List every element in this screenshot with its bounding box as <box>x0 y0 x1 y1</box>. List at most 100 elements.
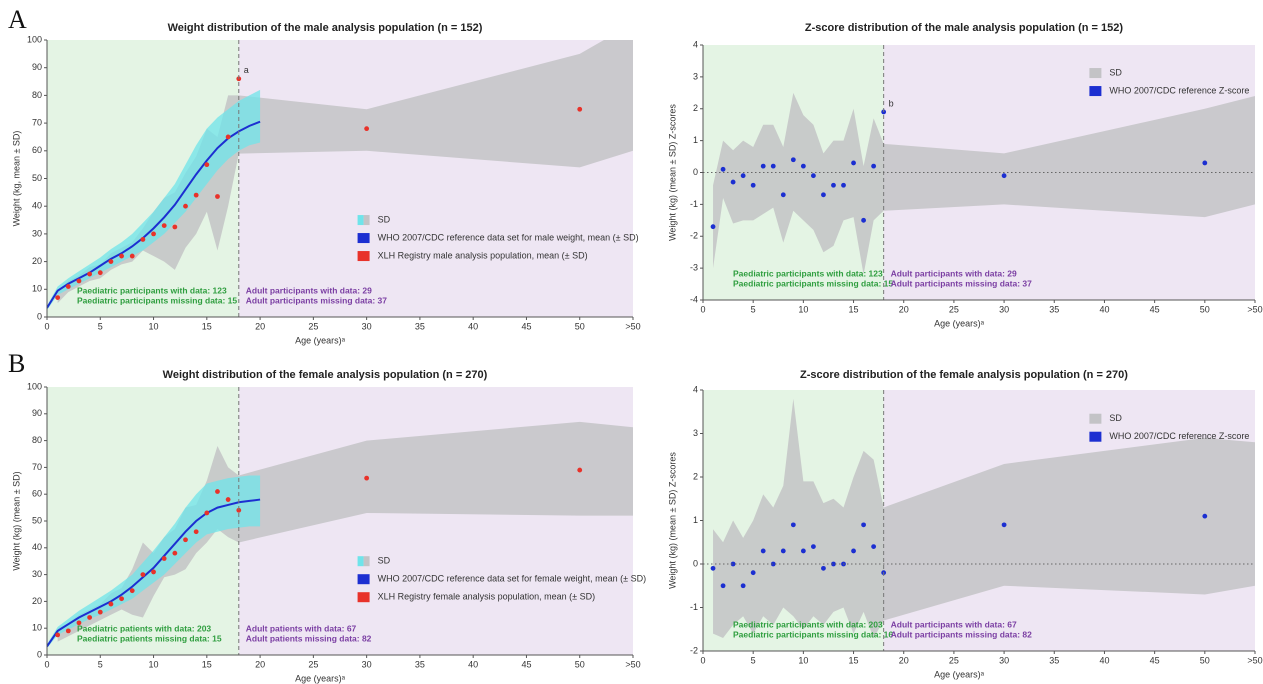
y-tick-label: 30 <box>32 228 42 238</box>
data-point <box>140 237 146 242</box>
data-point <box>851 548 856 554</box>
data-point <box>861 217 866 223</box>
x-tick-label: 35 <box>1049 304 1059 314</box>
legend: SD WHO 2007/CDC reference data set for fe… <box>357 556 647 603</box>
x-tick-label: 15 <box>849 655 859 665</box>
y-tick-label: 1 <box>693 135 698 145</box>
legend-label: SD <box>1109 67 1122 77</box>
data-point <box>871 544 877 549</box>
y-tick-label: -3 <box>690 263 698 273</box>
y-tick-label: 20 <box>32 596 42 606</box>
y-tick-label: 0 <box>37 649 42 659</box>
x-tick-label: 25 <box>308 321 318 331</box>
data-point <box>151 569 156 575</box>
data-point <box>720 583 726 589</box>
x-tick-label: >50 <box>1247 655 1262 665</box>
legend-label: SD <box>1109 413 1122 423</box>
x-tick-label: 35 <box>415 659 425 669</box>
data-point <box>730 561 736 567</box>
sd-band <box>57 40 633 304</box>
legend-label: SD <box>378 556 391 566</box>
data-point <box>800 163 806 169</box>
x-tick-label: 25 <box>949 304 959 314</box>
y-tick-label: 2 <box>693 103 698 113</box>
data-point <box>720 166 726 172</box>
adult-note: Adult participants with data: 29 <box>891 268 1017 278</box>
data-point <box>215 194 220 199</box>
y-tick-label: 80 <box>32 90 42 100</box>
y-tick-label: 50 <box>32 515 42 525</box>
reference-line-series <box>47 120 261 309</box>
data-point <box>215 489 220 494</box>
data-point <box>1001 173 1007 179</box>
y-tick-label: 100 <box>27 34 42 44</box>
x-tick-label: 50 <box>1200 304 1210 314</box>
y-axis-label: Weight (kg, mean ± SD) <box>11 131 21 227</box>
data-point <box>161 556 167 561</box>
data-point <box>97 609 103 615</box>
paediatric-note: Paediatric participants missing data: 16 <box>733 629 893 639</box>
x-tick-label: 40 <box>1099 655 1109 665</box>
data-point <box>204 510 210 516</box>
x-tick-label: 30 <box>362 321 372 331</box>
plot-area <box>710 398 1255 638</box>
paediatric-note: Paediatric participants with data: 203 <box>733 619 883 629</box>
data-point <box>831 561 836 567</box>
legend-swatch <box>357 556 364 567</box>
data-point <box>119 596 124 602</box>
y-tick-label: 0 <box>37 311 42 321</box>
x-tick-label: >50 <box>625 659 640 669</box>
panel-label: A <box>8 5 27 34</box>
sd-band <box>57 421 633 642</box>
y-axis-label: Weight (kg) (mean ± SD) Z-scores <box>667 452 677 589</box>
y-tick-label: 0 <box>693 558 698 568</box>
data-point <box>204 162 210 168</box>
data-point <box>780 192 786 198</box>
x-tick-label: 35 <box>415 321 425 331</box>
annotation: b <box>889 98 894 108</box>
x-tick-label: 50 <box>575 659 585 669</box>
legend-label: SD <box>378 214 391 224</box>
adult-note: Adult patients with data: 67 <box>246 623 357 633</box>
data-point <box>710 224 716 230</box>
data-point <box>65 284 71 289</box>
y-axis-label: Weight (kg) (mean ± SD) Z-scores <box>667 104 677 241</box>
reference-line-series <box>47 498 261 647</box>
legend-swatch <box>357 592 370 603</box>
data-point <box>129 588 135 594</box>
y-tick-label: -1 <box>690 602 698 612</box>
legend-label: WHO 2007/CDC reference data set for fema… <box>378 574 647 584</box>
legend-swatch <box>357 574 370 585</box>
adult-note: Adult participants missing data: 37 <box>891 278 1032 288</box>
plot-area <box>47 421 633 649</box>
data-point <box>871 163 877 169</box>
x-tick-label: 30 <box>999 304 1009 314</box>
data-point <box>710 565 716 571</box>
data-point <box>183 537 188 543</box>
data-point <box>770 163 776 169</box>
x-tick-label: 45 <box>1150 655 1160 665</box>
adult-note: Adult participants missing data: 37 <box>246 295 387 305</box>
x-tick-label: 20 <box>899 655 909 665</box>
y-tick-label: 2 <box>693 471 698 481</box>
data-point <box>193 529 199 535</box>
data-point <box>364 126 370 132</box>
data-point <box>760 548 766 554</box>
data-point <box>183 203 188 209</box>
data-point <box>172 224 178 230</box>
y-tick-label: 20 <box>32 256 42 266</box>
y-tick-label: 40 <box>32 542 42 552</box>
legend: SD WHO 2007/CDC reference data set for ma… <box>357 214 639 262</box>
data-point <box>225 134 231 140</box>
x-tick-label: 35 <box>1049 655 1059 665</box>
data-point <box>97 270 103 276</box>
y-tick-label: -2 <box>690 231 698 241</box>
data-point <box>140 572 146 577</box>
data-point <box>831 182 836 188</box>
y-tick-label: 10 <box>32 284 42 294</box>
y-tick-label: -2 <box>690 645 698 655</box>
y-tick-label: 3 <box>693 428 698 438</box>
data-point <box>577 467 583 473</box>
legend: SD WHO 2007/CDC reference Z-score <box>1089 67 1249 97</box>
